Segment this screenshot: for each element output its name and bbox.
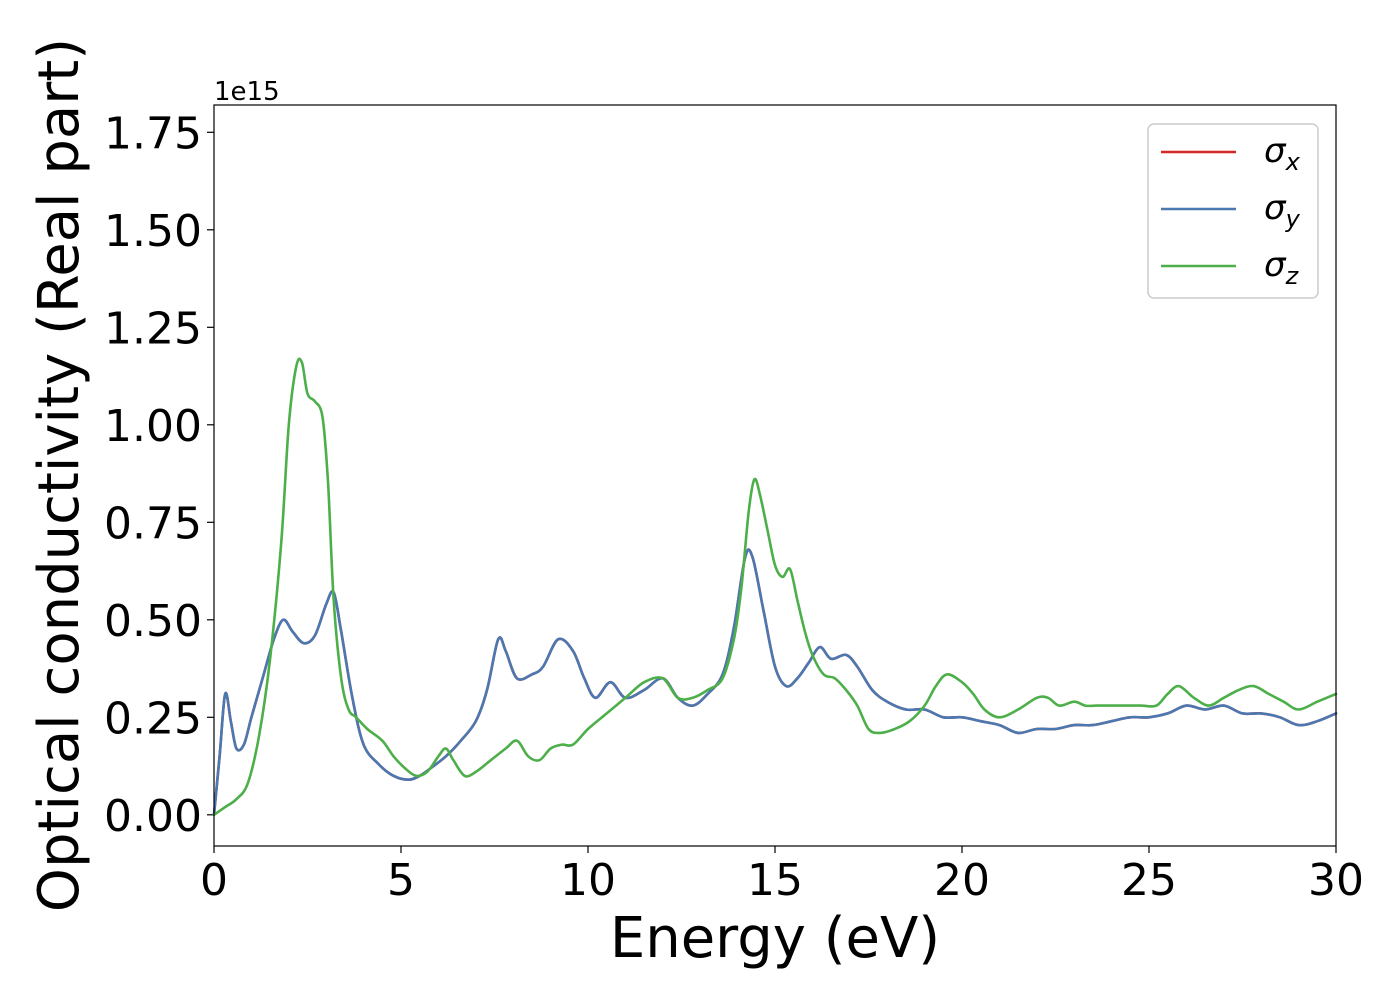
ticks-layer: 0 5 10 15 20 25 30 0.00 0.25 0.50 0.75 1.00 1.25 1.50… <box>104 108 1364 906</box>
legend-subscript: x <box>1285 148 1301 176</box>
legend-subscript: y <box>1285 205 1301 233</box>
x-tick-label: 0 <box>200 855 228 906</box>
y-tick-label: 1.00 <box>104 401 202 452</box>
y-tick-label: 1.25 <box>104 303 202 354</box>
legend-symbol: σ <box>1264 188 1287 228</box>
x-tick-label: 25 <box>1121 855 1177 906</box>
plot-frame <box>213 104 1337 847</box>
x-axis-label: Energy (eV) <box>610 906 940 971</box>
x-tick-label: 20 <box>934 855 990 906</box>
legend-box <box>1147 123 1319 299</box>
y-tick-label: 0.75 <box>104 498 202 549</box>
y-offset-label: 1e15 <box>214 77 280 107</box>
y-tick-label: 0.50 <box>104 596 202 647</box>
series-layer <box>212 357 1338 817</box>
series-line-y <box>212 548 1338 817</box>
y-axis-label: Optical conductivity (Real part) <box>27 38 92 912</box>
legend-subscript: z <box>1285 262 1300 290</box>
x-tick-label: 5 <box>387 855 415 906</box>
y-tick-label: 0.25 <box>104 693 202 744</box>
y-tick-label: 1.50 <box>104 206 202 257</box>
legend-label-y: σy <box>1264 188 1301 233</box>
legend-label-z: σz <box>1264 245 1300 290</box>
legend-symbol: σ <box>1264 131 1287 171</box>
series-line-z <box>212 357 1338 817</box>
y-tick-label: 0.00 <box>104 791 202 842</box>
x-tick-label: 15 <box>747 855 803 906</box>
legend-label-x: σx <box>1264 131 1301 176</box>
legend-symbol: σ <box>1264 245 1287 285</box>
x-tick-label: 10 <box>560 855 616 906</box>
x-tick-label: 30 <box>1308 855 1364 906</box>
y-tick-label: 1.75 <box>104 108 202 159</box>
